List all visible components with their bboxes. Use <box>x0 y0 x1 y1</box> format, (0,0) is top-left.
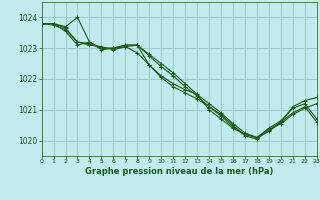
X-axis label: Graphe pression niveau de la mer (hPa): Graphe pression niveau de la mer (hPa) <box>85 167 273 176</box>
